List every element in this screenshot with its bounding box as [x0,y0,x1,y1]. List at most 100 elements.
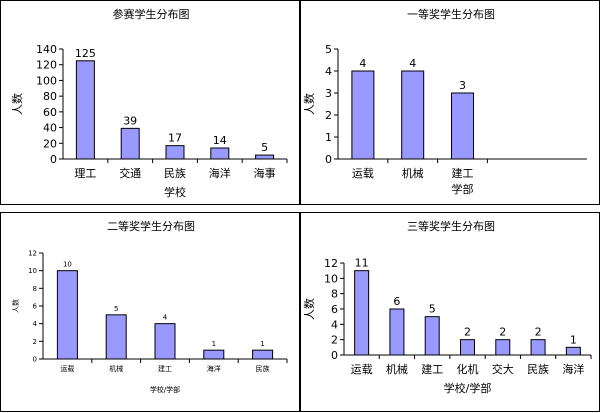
x-tick-label: 海洋 [209,166,231,180]
y-tick-label: 120 [36,59,57,72]
chart-title: 三等奖学生分布图 [407,219,495,233]
bar [75,60,95,160]
data-label: 11 [355,257,369,270]
data-label: 39 [123,114,137,127]
chart-panel-third-prize: 三等奖学生分布图 0 2 4 6 8 10 12 11 运载 6 机械 5 建工 2 化机 2 交大 2 民族 1 海洋学… [300,212,600,412]
bar [351,70,375,160]
y-tick-label: 10 [28,267,37,275]
bar [56,270,78,360]
data-label: 5 [114,305,118,313]
bar [120,127,140,160]
bar [451,92,474,160]
y-tick-label: 0 [325,153,332,166]
data-label: 4 [409,57,416,70]
y-tick-label: 10 [324,272,338,285]
x-tick-label: 运载 [352,167,374,180]
chart-title: 二等奖学生分布图 [107,219,195,233]
y-tick-label: 8 [331,288,338,301]
y-axis-label: 人数 [303,298,316,320]
y-tick-label: 4 [33,320,38,328]
y-tick-label: 12 [324,257,338,270]
data-label: 1 [260,340,264,348]
data-label: 5 [429,303,436,316]
bar [495,339,511,356]
y-tick-label: 0 [331,349,338,362]
x-tick-label: 机械 [109,364,123,373]
x-tick-label: 运载 [351,363,373,376]
x-tick-label: 化机 [457,362,479,376]
x-tick-label: 理工 [74,167,96,180]
data-label: 5 [261,141,268,154]
y-tick-label: 80 [43,90,57,103]
y-tick-label: 8 [33,285,37,293]
bar [424,316,440,356]
x-tick-label: 海事 [254,166,276,180]
x-tick-label: 机械 [402,166,424,180]
x-tick-label: 海洋 [562,362,584,376]
x-tick-label: 运载 [60,364,74,373]
bar [154,323,176,360]
data-label: 2 [499,326,506,339]
y-tick-label: 60 [43,106,57,119]
y-tick-label: 40 [43,122,57,135]
chart-panel-participants: 参赛学生分布图 0 20 40 60 80 100 120 140 125 理工 39 交通 17 民族 14… [0,0,300,205]
y-tick-label: 2 [33,338,37,346]
bar [354,270,370,356]
chart-panel-second-prize: 二等奖学生分布图 0 2 4 6 8 10 12 10 运载 5 机械 4 建工 1 海洋 1 民族 学校/学部 人数 [0,212,300,412]
data-label: 10 [63,261,72,269]
y-tick-label: 0 [33,356,37,364]
x-axis-label: 学部 [452,182,474,196]
bar [460,339,475,356]
y-tick-label: 3 [325,87,332,100]
x-tick-label: 建工 [158,364,172,373]
y-tick-label: 6 [331,303,338,316]
x-tick-label: 交通 [119,166,141,180]
data-label: 4 [163,314,168,322]
bar [203,349,225,360]
x-axis-label: 学校/学部 [444,381,492,395]
data-label: 6 [393,295,400,308]
y-tick-label: 140 [36,43,57,56]
x-tick-label: 建工 [421,362,443,376]
y-tick-label: 12 [28,250,37,258]
x-tick-label: 民族 [164,166,186,180]
bar [252,349,274,360]
data-label: 3 [459,79,466,92]
data-label: 14 [213,134,227,147]
data-label: 2 [535,326,542,339]
bar [165,145,185,160]
y-tick-label: 20 [43,137,57,150]
x-tick-label: 机械 [386,362,408,376]
data-label: 1 [570,333,577,346]
bar [105,314,127,360]
bar [255,154,275,160]
x-tick-label: 民族 [527,362,549,376]
data-label: 1 [212,340,216,348]
chart-title: 参赛学生分布图 [113,7,190,21]
y-tick-label: 2 [325,109,332,122]
x-tick-label: 海洋 [207,364,221,373]
y-tick-label: 4 [331,318,338,331]
y-axis-label: 人数 [11,299,20,313]
y-tick-label: 5 [325,43,332,56]
y-tick-label: 4 [325,65,332,78]
data-label: 2 [464,326,471,339]
data-label: 17 [168,132,182,145]
y-axis-label: 人数 [303,93,316,115]
chart-title: 一等奖学生分布图 [407,7,495,21]
x-axis-label: 学校 [164,185,186,199]
bar [210,147,230,160]
y-axis-label: 人数 [11,93,24,115]
x-axis-label: 学校/学部 [150,385,180,394]
x-tick-label: 民族 [256,364,270,373]
bar [530,339,546,356]
x-tick-label: 交大 [492,362,514,376]
y-tick-label: 0 [50,153,57,166]
y-tick-label: 2 [331,334,338,347]
y-tick-label: 1 [325,131,332,144]
bar [565,346,581,356]
bar [389,308,405,356]
